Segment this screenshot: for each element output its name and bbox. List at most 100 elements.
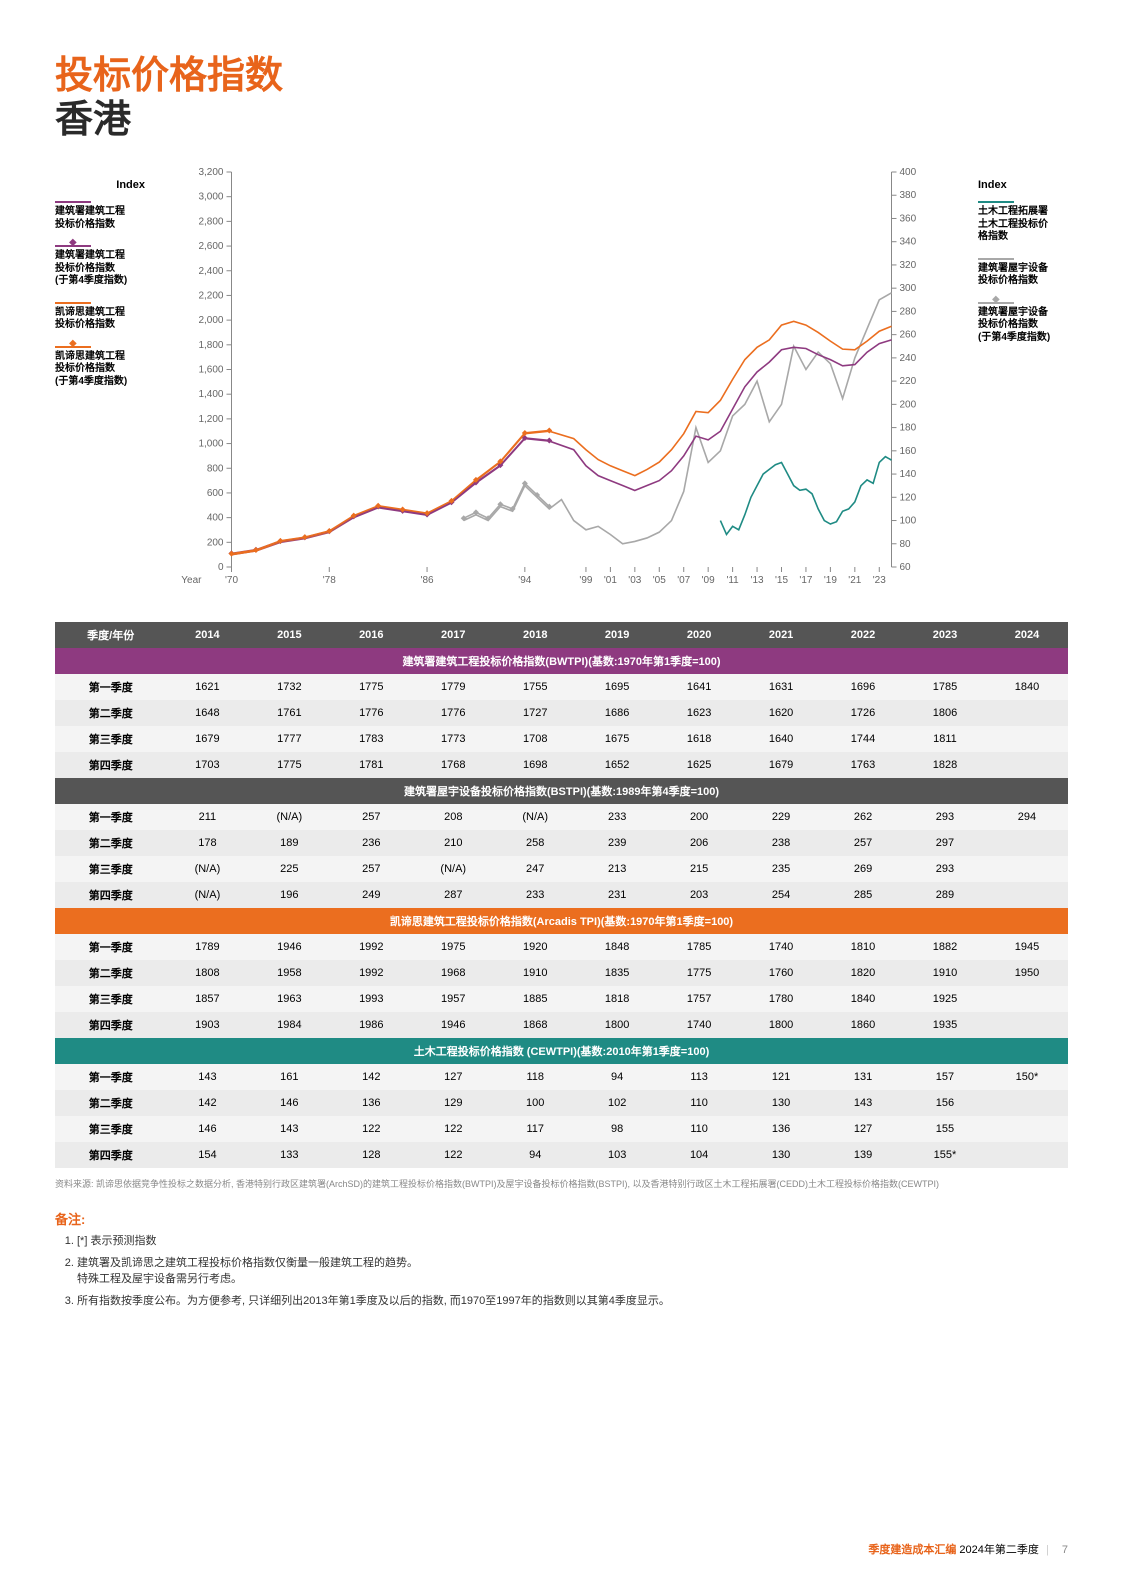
- table-cell: (N/A): [166, 856, 248, 882]
- table-row: 第二季度142146136129100102110130143156: [55, 1090, 1068, 1116]
- table-cell: 1848: [576, 934, 658, 960]
- table-cell: 1777: [248, 726, 330, 752]
- svg-text:'99: '99: [579, 575, 592, 586]
- table-cell: 293: [904, 856, 986, 882]
- table-cell: 1984: [248, 1012, 330, 1038]
- svg-text:2,800: 2,800: [198, 217, 223, 228]
- table-cell: 1732: [248, 674, 330, 700]
- table-header-cell: 2019: [576, 622, 658, 648]
- svg-text:3,000: 3,000: [198, 192, 223, 203]
- table-cell: 1625: [658, 752, 740, 778]
- row-label-cell: 第三季度: [55, 1116, 166, 1142]
- legend-left: Index 建筑署建筑工程 投标价格指数建筑署建筑工程 投标价格指数 (于第4季…: [55, 167, 145, 597]
- table-row: 第三季度167917771783177317081675161816401744…: [55, 726, 1068, 752]
- svg-text:'19: '19: [824, 575, 837, 586]
- table-cell: 1828: [904, 752, 986, 778]
- table-cell: [986, 986, 1068, 1012]
- table-cell: 208: [412, 804, 494, 830]
- table-cell: [986, 726, 1068, 752]
- source-text: 资料来源: 凯谛思依据竞争性投标之数据分析, 香港特别行政区建筑署(ArchSD…: [55, 1178, 1068, 1191]
- svg-text:300: 300: [900, 284, 917, 295]
- table-row: 第一季度211(N/A)257208(N/A)23320022926229329…: [55, 804, 1068, 830]
- chart-area: 02004006008001,0001,2001,4001,6001,8002,…: [153, 167, 970, 597]
- table-cell: 1785: [904, 674, 986, 700]
- table-cell: 1808: [166, 960, 248, 986]
- table-cell: 1806: [904, 700, 986, 726]
- table-cell: 1963: [248, 986, 330, 1012]
- table-cell: 258: [494, 830, 576, 856]
- table-cell: 1975: [412, 934, 494, 960]
- table-header-cell: 2017: [412, 622, 494, 648]
- table-row: 第三季度(N/A)225257(N/A)247213215235269293: [55, 856, 1068, 882]
- table-header-cell: 2022: [822, 622, 904, 648]
- table-row: 第一季度14316114212711894113121131157150*: [55, 1064, 1068, 1090]
- table-cell: 262: [822, 804, 904, 830]
- table-cell: 110: [658, 1090, 740, 1116]
- table-cell: 231: [576, 882, 658, 908]
- table-cell: 136: [330, 1090, 412, 1116]
- table-cell: 1950: [986, 960, 1068, 986]
- svg-text:1,000: 1,000: [198, 439, 223, 450]
- table-cell: 117: [494, 1116, 576, 1142]
- table-cell: 257: [330, 856, 412, 882]
- table-cell: 94: [494, 1142, 576, 1168]
- svg-text:80: 80: [900, 539, 912, 550]
- svg-text:Year: Year: [181, 575, 202, 586]
- table-cell: 1958: [248, 960, 330, 986]
- svg-text:0: 0: [218, 562, 224, 573]
- notes-title: 备注:: [55, 1209, 1068, 1228]
- right-axis-title-legend: Index: [978, 179, 1068, 193]
- svg-text:1,200: 1,200: [198, 414, 223, 425]
- row-label-cell: 第四季度: [55, 1142, 166, 1168]
- svg-text:240: 240: [900, 353, 917, 364]
- table-cell: 1698: [494, 752, 576, 778]
- table-row: 第二季度180819581992196819101835177517601820…: [55, 960, 1068, 986]
- svg-text:340: 340: [900, 237, 917, 248]
- table-cell: 203: [658, 882, 740, 908]
- table-row: 第四季度(N/A)196249287233231203254285289: [55, 882, 1068, 908]
- legend-swatch: [55, 245, 91, 247]
- table-cell: 1686: [576, 700, 658, 726]
- table-row: 第一季度178919461992197519201848178517401810…: [55, 934, 1068, 960]
- table-cell: 1760: [740, 960, 822, 986]
- table-cell: 150*: [986, 1064, 1068, 1090]
- table-cell: 1868: [494, 1012, 576, 1038]
- row-label-cell: 第四季度: [55, 882, 166, 908]
- table-cell: 1775: [330, 674, 412, 700]
- table-cell: [986, 1142, 1068, 1168]
- table-cell: 122: [412, 1116, 494, 1142]
- table-cell: 225: [248, 856, 330, 882]
- table-cell: 200: [658, 804, 740, 830]
- table-header-cell: 季度/年份: [55, 622, 166, 648]
- legend-right: Index 土木工程拓展署 土木工程投标价 格指数建筑署屋宇设备 投标价格指数建…: [978, 167, 1068, 597]
- legend-item: 凯谛思建筑工程 投标价格指数: [55, 302, 145, 332]
- table-cell: 249: [330, 882, 412, 908]
- table-cell: 1621: [166, 674, 248, 700]
- svg-text:1,800: 1,800: [198, 340, 223, 351]
- table-cell: 1800: [576, 1012, 658, 1038]
- table-header-cell: 2018: [494, 622, 576, 648]
- svg-text:'09: '09: [702, 575, 715, 586]
- legend-item: 建筑署建筑工程 投标价格指数 (于第4季度指数): [55, 245, 145, 288]
- svg-text:'07: '07: [677, 575, 690, 586]
- table-cell: 98: [576, 1116, 658, 1142]
- svg-text:200: 200: [207, 538, 224, 549]
- legend-swatch: [55, 346, 91, 348]
- svg-text:'15: '15: [775, 575, 788, 586]
- row-label-cell: 第一季度: [55, 674, 166, 700]
- table-cell: 161: [248, 1064, 330, 1090]
- table-cell: 1618: [658, 726, 740, 752]
- table-row: 第三季度14614312212211798110136127155: [55, 1116, 1068, 1142]
- section-header-cell: 建筑署建筑工程投标价格指数(BWTPI)(基数:1970年第1季度=100): [55, 648, 1068, 674]
- table-header-cell: 2024: [986, 622, 1068, 648]
- footer-doc: 季度建造成本汇编: [868, 1544, 956, 1556]
- legend-swatch: [55, 201, 91, 203]
- table-cell: 211: [166, 804, 248, 830]
- table-cell: 139: [822, 1142, 904, 1168]
- table-cell: 156: [904, 1090, 986, 1116]
- table-cell: 1708: [494, 726, 576, 752]
- table-cell: (N/A): [494, 804, 576, 830]
- svg-text:1,400: 1,400: [198, 390, 223, 401]
- table-row: 第二季度178189236210258239206238257297: [55, 830, 1068, 856]
- svg-text:'01: '01: [604, 575, 617, 586]
